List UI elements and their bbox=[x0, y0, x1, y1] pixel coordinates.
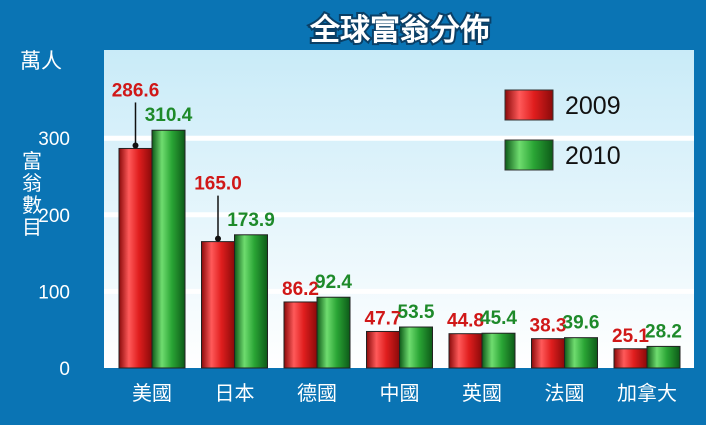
legend-label-2009: 2009 bbox=[565, 92, 621, 120]
y-axis-unit: 萬人 bbox=[20, 49, 62, 73]
bar-2009 bbox=[283, 301, 318, 369]
data-label-2010: 39.6 bbox=[563, 313, 600, 334]
legend: 2009 2010 bbox=[504, 89, 621, 171]
leader-dot bbox=[215, 235, 221, 242]
bar-2010 bbox=[564, 337, 598, 369]
category-label: 日本 bbox=[215, 381, 255, 405]
x-axis-categories: 美國 日本 德國 中國 英國 法國 加拿大 bbox=[132, 381, 677, 405]
bar-2009 bbox=[201, 241, 235, 369]
data-label-2010: 45.4 bbox=[480, 308, 517, 329]
category-label: 加拿大 bbox=[617, 381, 677, 405]
data-label-2010: 310.4 bbox=[145, 105, 193, 126]
bar-2010 bbox=[234, 234, 268, 369]
y-tick-label: 0 bbox=[59, 359, 70, 380]
data-label-2010: 173.9 bbox=[227, 210, 275, 231]
legend-label-2010: 2010 bbox=[565, 142, 621, 170]
category-label: 法國 bbox=[545, 381, 585, 405]
bar-2010 bbox=[399, 326, 433, 369]
y-tick-label: 200 bbox=[38, 206, 70, 227]
category-label: 英國 bbox=[462, 381, 502, 405]
data-label-2009: 165.0 bbox=[194, 174, 242, 195]
y-tick-label: 300 bbox=[38, 129, 70, 150]
category-label: 德國 bbox=[297, 381, 337, 405]
bar-2010 bbox=[316, 296, 351, 369]
bar-2010 bbox=[481, 332, 516, 369]
data-label-2010: 92.4 bbox=[315, 272, 352, 293]
data-label-2010: 28.2 bbox=[645, 321, 682, 342]
y-tick-label: 100 bbox=[38, 282, 70, 303]
data-label-2009: 25.1 bbox=[612, 326, 649, 347]
bar-2009 bbox=[448, 333, 483, 369]
category-label: 中國 bbox=[380, 381, 420, 405]
bar-2009 bbox=[531, 338, 565, 369]
legend-swatch-2010 bbox=[504, 139, 554, 171]
data-label-2009: 86.2 bbox=[282, 279, 319, 300]
bar-2009 bbox=[118, 147, 153, 369]
leader-dot bbox=[132, 142, 139, 149]
data-label-2010: 53.5 bbox=[398, 302, 435, 323]
legend-swatch-2009 bbox=[504, 89, 554, 121]
bar-2009 bbox=[613, 348, 648, 369]
data-label-2009: 47.7 bbox=[365, 308, 402, 329]
y-axis-label: 富翁數目 bbox=[22, 149, 42, 239]
bar-2010 bbox=[151, 129, 186, 369]
data-label-2009: 44.8 bbox=[447, 311, 484, 332]
chart-title: 全球富翁分佈 bbox=[309, 13, 490, 48]
bars bbox=[118, 129, 681, 369]
bar-2010 bbox=[646, 345, 681, 369]
category-label: 美國 bbox=[132, 381, 172, 405]
bar-2009 bbox=[366, 330, 400, 369]
data-label-2009: 286.6 bbox=[112, 80, 160, 101]
data-labels: 286.6 310.4 165.0 173.9 86.292.4 47.753.5 44.8… bbox=[112, 80, 682, 346]
data-label-2009: 38.3 bbox=[530, 316, 567, 337]
y-axis-ticks: 0 100 200 300 bbox=[38, 129, 70, 380]
